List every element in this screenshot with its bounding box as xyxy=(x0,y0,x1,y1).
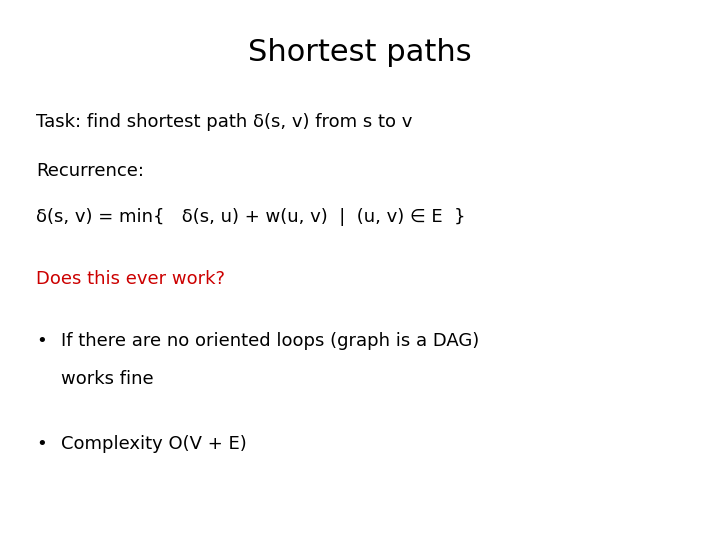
Text: Shortest paths: Shortest paths xyxy=(248,38,472,67)
Text: δ(s, v) = min{   δ(s, u) + w(u, v)  |  (u, v) ∈ E  }: δ(s, v) = min{ δ(s, u) + w(u, v) | (u, v… xyxy=(36,208,466,226)
Text: Task: find shortest path δ(s, v) from s to v: Task: find shortest path δ(s, v) from s … xyxy=(36,113,413,131)
Text: •: • xyxy=(36,435,47,453)
Text: If there are no oriented loops (graph is a DAG): If there are no oriented loops (graph is… xyxy=(61,332,480,350)
Text: •: • xyxy=(36,332,47,350)
Text: works fine: works fine xyxy=(61,370,154,388)
Text: Recurrence:: Recurrence: xyxy=(36,162,144,180)
Text: Complexity O(V + E): Complexity O(V + E) xyxy=(61,435,247,453)
Text: Does this ever work?: Does this ever work? xyxy=(36,270,225,288)
